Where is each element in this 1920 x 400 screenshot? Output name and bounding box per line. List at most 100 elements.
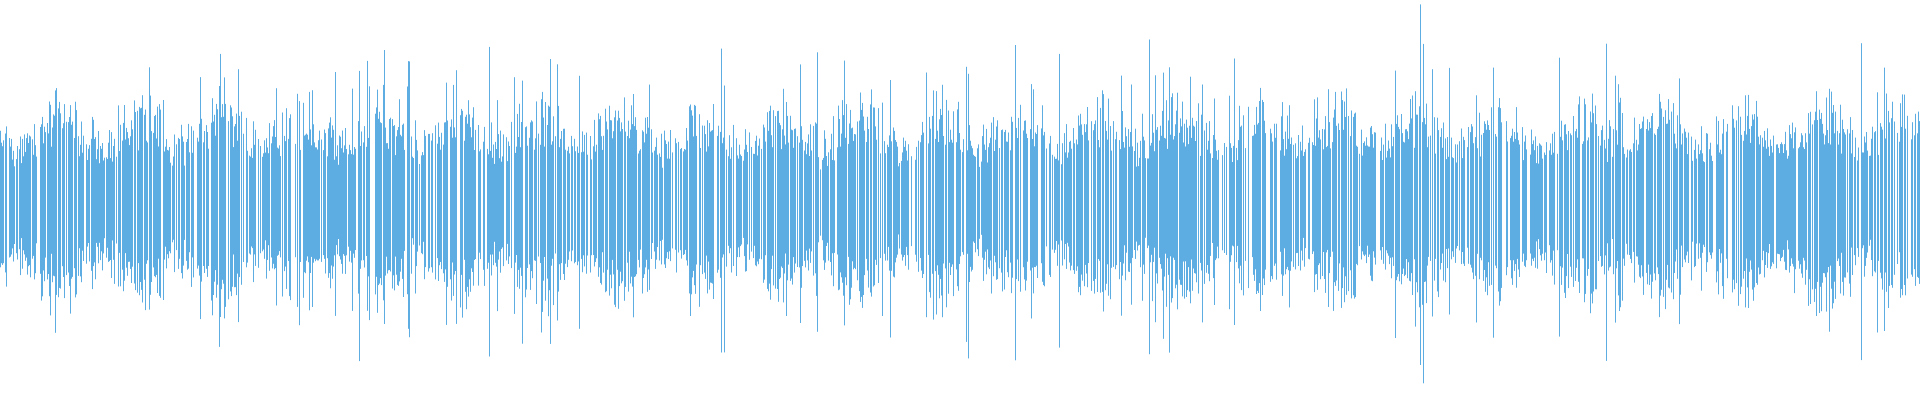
waveform-bar — [11, 138, 12, 255]
waveform-bar — [645, 117, 646, 268]
waveform-bar — [1864, 136, 1865, 277]
waveform-bar — [147, 142, 148, 261]
waveform-bar — [1297, 156, 1298, 253]
waveform-bar — [1248, 106, 1249, 289]
waveform-bar — [519, 103, 520, 289]
waveform-bar — [1143, 136, 1144, 265]
waveform-bar — [1894, 121, 1895, 275]
waveform-bar — [108, 142, 109, 262]
waveform-bar — [398, 127, 399, 286]
waveform-bar — [503, 134, 504, 267]
waveform-bar — [548, 105, 549, 317]
waveform-bar — [83, 135, 84, 261]
waveform-bar — [667, 158, 668, 253]
waveform-bar — [1105, 121, 1106, 291]
waveform-bar — [116, 156, 117, 244]
waveform-bar — [916, 146, 917, 262]
waveform-bar — [1680, 124, 1681, 295]
waveform-bar — [439, 136, 440, 266]
waveform-bar — [288, 138, 289, 261]
waveform-bar — [1764, 130, 1765, 278]
waveform-bar — [1131, 84, 1132, 305]
waveform-bar — [104, 157, 105, 239]
waveform-bar — [507, 161, 508, 244]
waveform-bar — [949, 142, 950, 263]
waveform-bar — [277, 147, 278, 256]
waveform-bar — [1702, 153, 1703, 253]
waveform-bar — [786, 102, 787, 316]
waveform-bar — [338, 164, 339, 239]
waveform-bar — [1576, 128, 1577, 268]
waveform-bar — [784, 135, 785, 274]
waveform-bar — [1897, 132, 1898, 264]
waveform-bar — [276, 88, 277, 306]
waveform-bar — [565, 149, 566, 264]
waveform-bar — [275, 137, 276, 269]
waveform-bar — [1124, 147, 1125, 246]
waveform-bar — [30, 136, 31, 278]
waveform-bar — [94, 139, 95, 263]
waveform-bar — [745, 129, 746, 272]
waveform-bar — [923, 132, 924, 274]
waveform-bar — [928, 143, 929, 255]
waveform-bar — [759, 138, 760, 259]
waveform-bar — [1174, 136, 1175, 260]
waveform-bar — [783, 88, 784, 303]
waveform-bar — [1125, 127, 1126, 281]
waveform-bar — [1795, 127, 1796, 270]
waveform-bar — [102, 143, 103, 271]
waveform-bar — [850, 109, 851, 300]
waveform-bar — [76, 110, 77, 295]
waveform-bar — [985, 149, 986, 252]
waveform-bar — [1525, 135, 1526, 268]
waveform-bar — [844, 60, 845, 326]
waveform-bar — [1682, 133, 1683, 268]
waveform-bar — [278, 148, 279, 255]
waveform-bar — [409, 61, 410, 338]
waveform-bar — [1900, 103, 1901, 298]
waveform-bar — [1373, 147, 1374, 252]
waveform-bar — [402, 124, 403, 279]
waveform-bar — [1652, 113, 1653, 282]
waveform-bar — [790, 115, 791, 281]
waveform-bar — [805, 141, 806, 268]
waveform-bar — [431, 140, 432, 268]
waveform-bar — [5, 133, 6, 273]
waveform-bar — [274, 120, 275, 270]
waveform-bar — [1155, 75, 1156, 323]
waveform-bar — [140, 108, 141, 282]
waveform-bar — [1271, 133, 1272, 277]
waveform-bar — [217, 109, 218, 285]
waveform-bar — [352, 88, 353, 311]
waveform-bar — [1355, 112, 1356, 298]
waveform-bar — [1270, 128, 1271, 282]
waveform-bar — [618, 110, 619, 309]
waveform-bar — [1005, 129, 1006, 257]
waveform-bar — [1163, 72, 1164, 339]
waveform-bar — [1788, 155, 1789, 250]
waveform-bar — [497, 100, 498, 312]
waveform-bar — [1765, 140, 1766, 265]
waveform-bar — [1102, 90, 1103, 292]
waveform-bar — [808, 134, 809, 271]
waveform-bar — [802, 139, 803, 266]
waveform-bar — [290, 114, 291, 301]
waveform-bar — [1517, 132, 1518, 259]
waveform-bar — [1459, 141, 1460, 251]
waveform-bar — [1361, 129, 1362, 260]
waveform-bar — [393, 126, 394, 276]
waveform-bar — [876, 139, 877, 265]
waveform-bar — [1342, 100, 1343, 289]
waveform-bar — [386, 143, 387, 257]
waveform-bar — [269, 123, 270, 271]
waveform-bar — [1055, 158, 1056, 250]
waveform-bar — [615, 110, 616, 308]
waveform-bar — [959, 133, 960, 264]
waveform-bar — [678, 141, 679, 253]
waveform-bar — [1023, 130, 1024, 268]
waveform-bar — [680, 149, 681, 251]
waveform-bar — [1495, 134, 1496, 266]
waveform-bar — [1446, 159, 1447, 249]
